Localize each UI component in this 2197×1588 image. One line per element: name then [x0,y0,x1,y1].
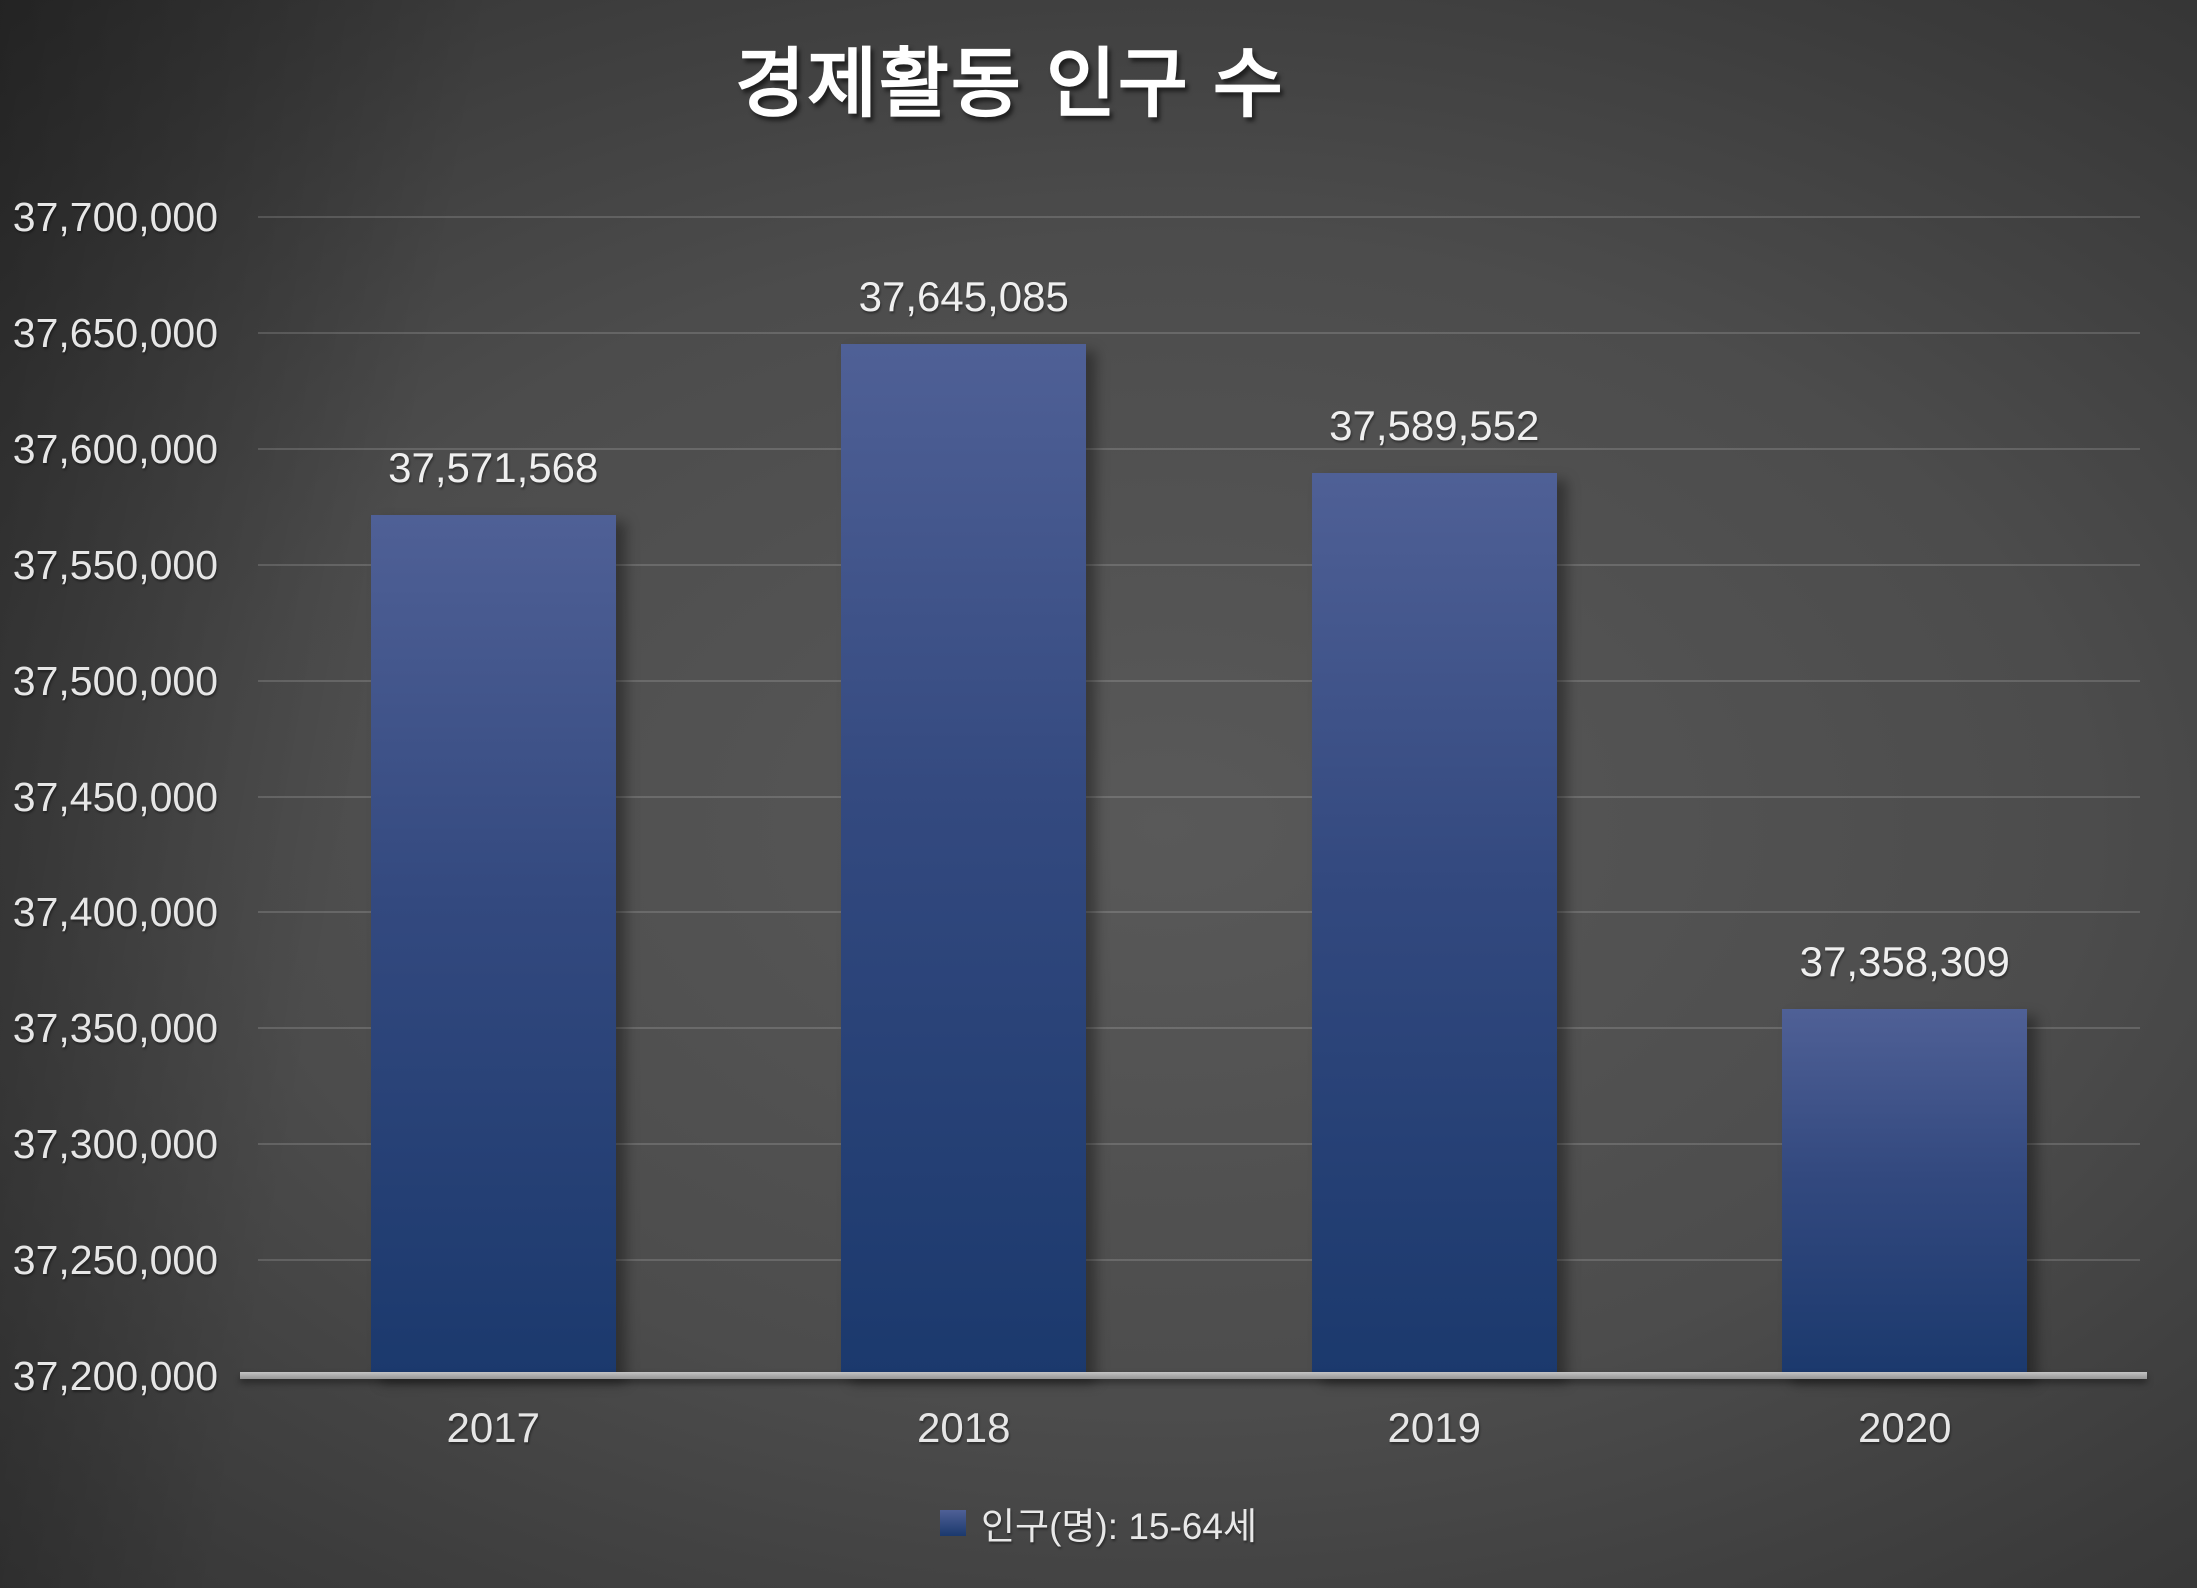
legend: 인구(명): 15-64세 [0,1496,2197,1550]
gridline [258,1027,2140,1030]
bar-2018 [841,344,1087,1376]
x-axis-label: 2020 [1858,1404,1952,1451]
bar-2019 [1311,473,1557,1376]
gridline [258,447,2140,450]
gridline [258,1259,2140,1262]
y-axis-label: 37,300,000 [12,1121,218,1168]
x-axis-label: 2018 [917,1404,1011,1451]
gridline [258,911,2140,914]
gridline [258,795,2140,798]
y-axis-label: 37,650,000 [12,309,218,356]
y-axis-label: 37,350,000 [12,1005,218,1052]
bar-value-label: 37,589,552 [1329,402,1540,450]
y-axis-label: 37,700,000 [12,194,218,240]
chart-title: 경제활동 인구 수 [735,42,1285,127]
y-axis-label: 37,250,000 [12,1237,218,1284]
bar-value-label: 37,358,309 [1799,938,2010,986]
legend-label: 인구(명): 15-64세 [981,1506,1257,1547]
y-axis-label: 37,550,000 [12,541,218,588]
gridline [258,216,2140,218]
y-axis-label: 37,400,000 [12,889,218,936]
gridline [258,1143,2140,1146]
gridline [258,563,2140,566]
gridline [258,331,2140,334]
y-axis-label: 37,200,000 [12,1353,218,1399]
bar-value-label: 37,645,085 [858,273,1069,321]
gridline [258,679,2140,682]
x-axis-line [240,1372,2147,1379]
y-axis-label: 37,500,000 [12,657,218,704]
x-axis-label: 2017 [446,1404,540,1451]
y-axis-label: 37,600,000 [12,425,218,472]
bar-value-label: 37,571,568 [388,443,599,491]
legend-swatch-icon [940,1510,966,1536]
x-axis-label: 2019 [1387,1404,1481,1451]
bar-2020 [1782,1009,2028,1376]
y-axis-label: 37,450,000 [12,773,218,820]
bar-2017 [370,514,616,1376]
